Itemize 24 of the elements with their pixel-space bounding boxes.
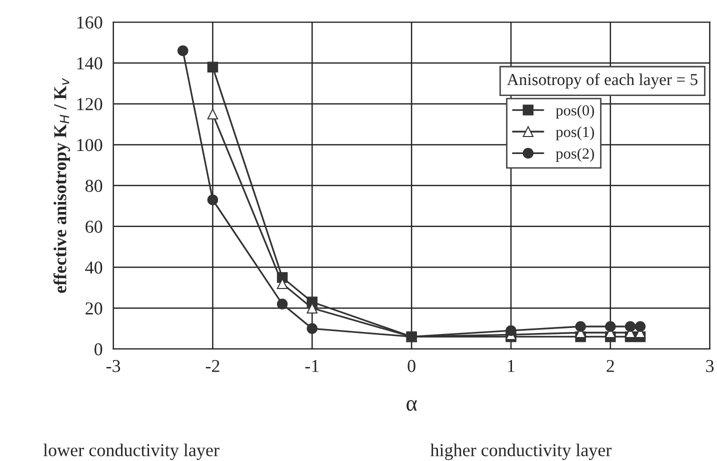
legend-label: pos(0) — [556, 104, 594, 119]
x-tick-label: 0 — [408, 360, 416, 372]
x-tick-label: -3 — [106, 360, 120, 372]
y-axis-title: effective anisotropy K$_{H}$ / K$_{v}$ — [53, 78, 70, 293]
y-tick-label: 0 — [94, 343, 102, 356]
y-tick-label: 20 — [86, 302, 102, 315]
x-tick-label: 1 — [508, 360, 514, 372]
x-tick-label: -2 — [206, 360, 220, 372]
y-tick-label: 100 — [77, 138, 102, 152]
y-tick-label: 160 — [77, 16, 102, 29]
y-tick-label: 60 — [86, 220, 102, 233]
x-tick-label: 3 — [706, 360, 714, 372]
legend-label: pos(2) — [556, 148, 594, 162]
annotation: Anisotropy of each layer = 5 — [506, 73, 698, 89]
text: higher conductivity layer — [430, 444, 612, 460]
y-tick-label: 120 — [77, 98, 102, 110]
x-axis-title: α — [406, 400, 417, 411]
x-tick-label: 2 — [606, 360, 614, 372]
y-tick-label: 80 — [86, 180, 102, 192]
text: lower conductivity layer — [43, 444, 220, 460]
x-tick-label: -1 — [305, 360, 319, 372]
legend-label: pos(1) — [556, 126, 594, 140]
y-tick-label: 140 — [77, 57, 102, 70]
y-tick-label: 40 — [85, 262, 102, 274]
